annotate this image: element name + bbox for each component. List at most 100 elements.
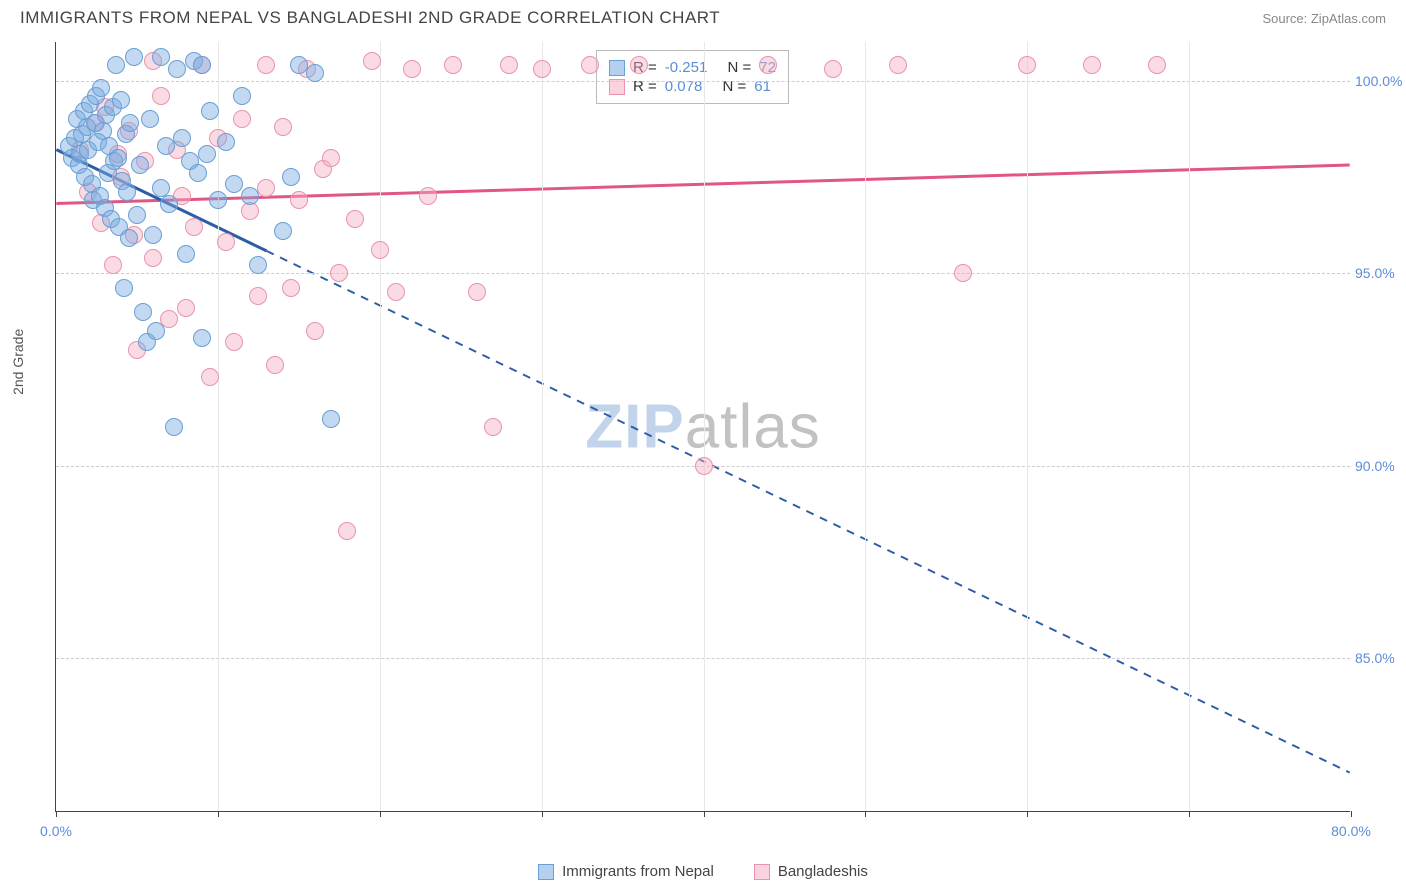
data-point-bangladeshi xyxy=(1148,56,1166,74)
scatter-chart: ZIPatlas R = -0.251 N = 72 R = 0.078 N =… xyxy=(55,42,1350,812)
data-point-nepal xyxy=(131,156,149,174)
data-point-nepal xyxy=(120,229,138,247)
data-point-bangladeshi xyxy=(257,179,275,197)
gridline-v xyxy=(704,42,705,811)
data-point-nepal xyxy=(147,322,165,340)
watermark-atlas: atlas xyxy=(685,392,821,461)
data-point-nepal xyxy=(201,102,219,120)
x-tick-mark xyxy=(1351,811,1352,817)
data-point-bangladeshi xyxy=(889,56,907,74)
data-point-bangladeshi xyxy=(387,283,405,301)
data-point-bangladeshi xyxy=(144,249,162,267)
source-label: Source: ZipAtlas.com xyxy=(1262,11,1386,26)
data-point-bangladeshi xyxy=(274,118,292,136)
data-point-nepal xyxy=(128,206,146,224)
data-point-bangladeshi xyxy=(484,418,502,436)
gridline-v xyxy=(1189,42,1190,811)
nepal-swatch-icon xyxy=(538,864,554,880)
data-point-bangladeshi xyxy=(266,356,284,374)
data-point-bangladeshi xyxy=(330,264,348,282)
x-tick-mark xyxy=(380,811,381,817)
gridline-v xyxy=(1027,42,1028,811)
data-point-bangladeshi xyxy=(444,56,462,74)
data-point-bangladeshi xyxy=(630,56,648,74)
data-point-bangladeshi xyxy=(824,60,842,78)
chart-title: IMMIGRANTS FROM NEPAL VS BANGLADESHI 2ND… xyxy=(20,8,720,28)
data-point-bangladeshi xyxy=(282,279,300,297)
data-point-nepal xyxy=(121,114,139,132)
data-point-bangladeshi xyxy=(581,56,599,74)
data-point-nepal xyxy=(92,79,110,97)
x-tick-mark xyxy=(865,811,866,817)
data-point-bangladeshi xyxy=(468,283,486,301)
bangladeshi-series-label: Bangladeshis xyxy=(778,863,868,880)
data-point-nepal xyxy=(233,87,251,105)
legend-item-bangladeshi: Bangladeshis xyxy=(754,863,868,880)
data-point-nepal xyxy=(241,187,259,205)
legend-item-nepal: Immigrants from Nepal xyxy=(538,863,714,880)
series-legend: Immigrants from Nepal Bangladeshis xyxy=(0,863,1406,880)
data-point-nepal xyxy=(209,191,227,209)
data-point-bangladeshi xyxy=(1083,56,1101,74)
data-point-bangladeshi xyxy=(201,368,219,386)
bangladeshi-swatch-icon xyxy=(754,864,770,880)
x-tick-mark xyxy=(542,811,543,817)
data-point-nepal xyxy=(144,226,162,244)
data-point-nepal xyxy=(118,183,136,201)
data-point-bangladeshi xyxy=(233,110,251,128)
n-label: N = xyxy=(727,59,751,76)
gridline-v xyxy=(218,42,219,811)
data-point-bangladeshi xyxy=(1018,56,1036,74)
data-point-nepal xyxy=(152,48,170,66)
data-point-bangladeshi xyxy=(322,149,340,167)
y-tick-label: 85.0% xyxy=(1355,650,1406,666)
y-tick-label: 95.0% xyxy=(1355,265,1406,281)
data-point-nepal xyxy=(193,56,211,74)
data-point-nepal xyxy=(249,256,267,274)
nepal-swatch-icon xyxy=(609,60,625,76)
x-tick-mark xyxy=(1189,811,1190,817)
y-axis-label: 2nd Grade xyxy=(10,329,26,395)
data-point-nepal xyxy=(109,149,127,167)
x-tick-mark xyxy=(1027,811,1028,817)
x-tick-mark xyxy=(218,811,219,817)
data-point-bangladeshi xyxy=(225,333,243,351)
data-point-bangladeshi xyxy=(290,191,308,209)
data-point-nepal xyxy=(193,329,211,347)
y-tick-label: 100.0% xyxy=(1355,73,1406,89)
gridline-v xyxy=(865,42,866,811)
stats-legend: R = -0.251 N = 72 R = 0.078 N = 61 xyxy=(596,50,789,104)
data-point-nepal xyxy=(282,168,300,186)
data-point-nepal xyxy=(198,145,216,163)
data-point-bangladeshi xyxy=(419,187,437,205)
data-point-nepal xyxy=(107,56,125,74)
data-point-nepal xyxy=(115,279,133,297)
data-point-bangladeshi xyxy=(695,457,713,475)
data-point-nepal xyxy=(306,64,324,82)
data-point-nepal xyxy=(274,222,292,240)
data-point-nepal xyxy=(225,175,243,193)
data-point-bangladeshi xyxy=(759,56,777,74)
data-point-bangladeshi xyxy=(249,287,267,305)
data-point-bangladeshi xyxy=(217,233,235,251)
gridline-v xyxy=(542,42,543,811)
x-tick-mark xyxy=(56,811,57,817)
data-point-bangladeshi xyxy=(500,56,518,74)
data-point-bangladeshi xyxy=(363,52,381,70)
data-point-nepal xyxy=(141,110,159,128)
data-point-bangladeshi xyxy=(185,218,203,236)
watermark-zip: ZIP xyxy=(585,392,684,461)
data-point-bangladeshi xyxy=(346,210,364,228)
data-point-bangladeshi xyxy=(241,202,259,220)
gridline-v xyxy=(380,42,381,811)
data-point-nepal xyxy=(112,91,130,109)
data-point-nepal xyxy=(125,48,143,66)
nepal-r-value: -0.251 xyxy=(665,59,708,76)
nepal-series-label: Immigrants from Nepal xyxy=(562,863,714,880)
x-tick-mark xyxy=(704,811,705,817)
data-point-bangladeshi xyxy=(306,322,324,340)
data-point-nepal xyxy=(134,303,152,321)
data-point-nepal xyxy=(189,164,207,182)
data-point-bangladeshi xyxy=(403,60,421,78)
x-tick-label: 0.0% xyxy=(40,823,72,839)
